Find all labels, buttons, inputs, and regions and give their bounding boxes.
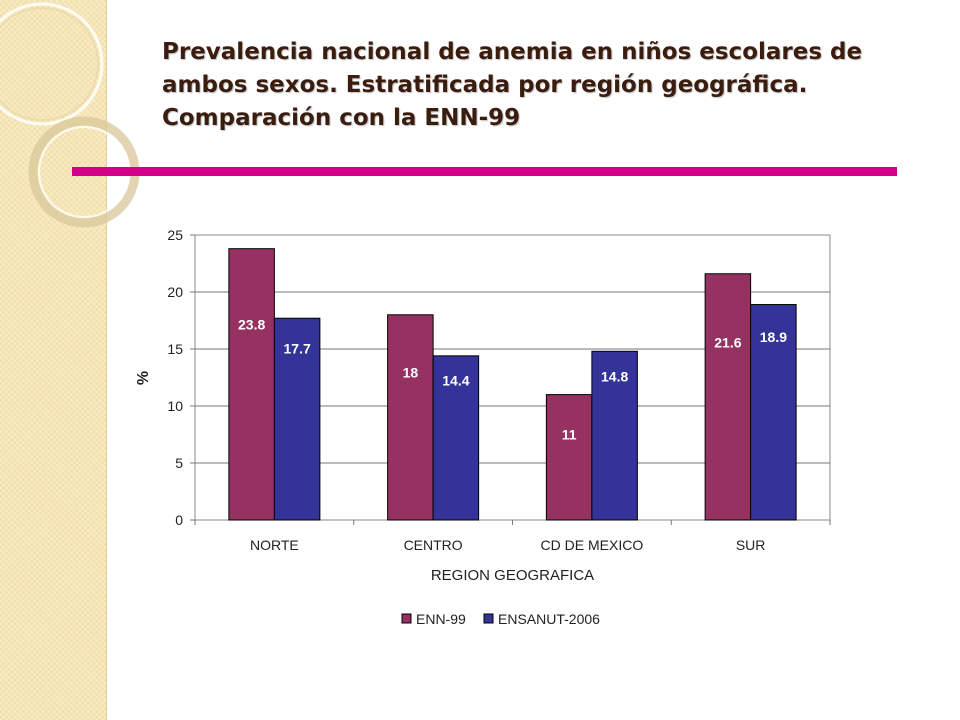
data-label: 14.4 <box>442 372 469 388</box>
slide-title-line-3: Comparación con la ENN-99 <box>162 105 521 131</box>
legend-swatch <box>483 613 494 624</box>
bar-enn-99 <box>387 314 434 521</box>
data-label: 18 <box>403 364 419 380</box>
x-tick-label: CD DE MEXICO <box>541 537 644 553</box>
bar-enn-99 <box>545 394 593 521</box>
data-label: 23.8 <box>238 317 265 333</box>
slide-title-line-1: Prevalencia nacional de anemia en niños … <box>162 39 863 65</box>
y-tick-label: 15 <box>167 341 183 357</box>
bar-ensanut-2006 <box>750 304 797 521</box>
y-axis-label: % <box>135 371 152 385</box>
slide-title-line-2: ambos sexos. Estratificada por región ge… <box>162 72 808 98</box>
decorative-ring-large-shade <box>0 7 99 121</box>
legend-swatch <box>401 613 412 624</box>
bar-enn-99 <box>228 248 275 521</box>
title-accent-rule <box>72 167 897 176</box>
x-tick-label: NORTE <box>250 537 299 553</box>
y-tick-label: 0 <box>175 512 183 528</box>
data-label: 14.8 <box>601 369 628 385</box>
bar-enn-99 <box>704 273 752 521</box>
data-label: 17.7 <box>284 340 311 356</box>
bar-ensanut-2006 <box>591 350 638 521</box>
y-tick-label: 10 <box>167 398 183 414</box>
x-tick-label: CENTRO <box>404 537 463 553</box>
bar-ensanut-2006 <box>273 317 321 521</box>
data-label: 11 <box>562 427 577 443</box>
x-tick-label: SUR <box>736 537 766 553</box>
y-tick-label: 5 <box>175 455 183 471</box>
legend-label: ENN-99 <box>416 611 466 627</box>
decorative-ring-large <box>0 2 104 126</box>
y-tick-label: 20 <box>167 284 183 300</box>
slide-title: Prevalencia nacional de anemia en niños … <box>162 36 902 135</box>
x-axis-label: REGION GEOGRAFICA <box>431 567 594 584</box>
data-label: 18.9 <box>760 329 787 345</box>
y-tick-label: 25 <box>167 227 183 243</box>
data-label: 21.6 <box>714 335 741 351</box>
bar-ensanut-2006 <box>432 355 480 521</box>
legend-label: ENSANUT-2006 <box>498 611 600 627</box>
